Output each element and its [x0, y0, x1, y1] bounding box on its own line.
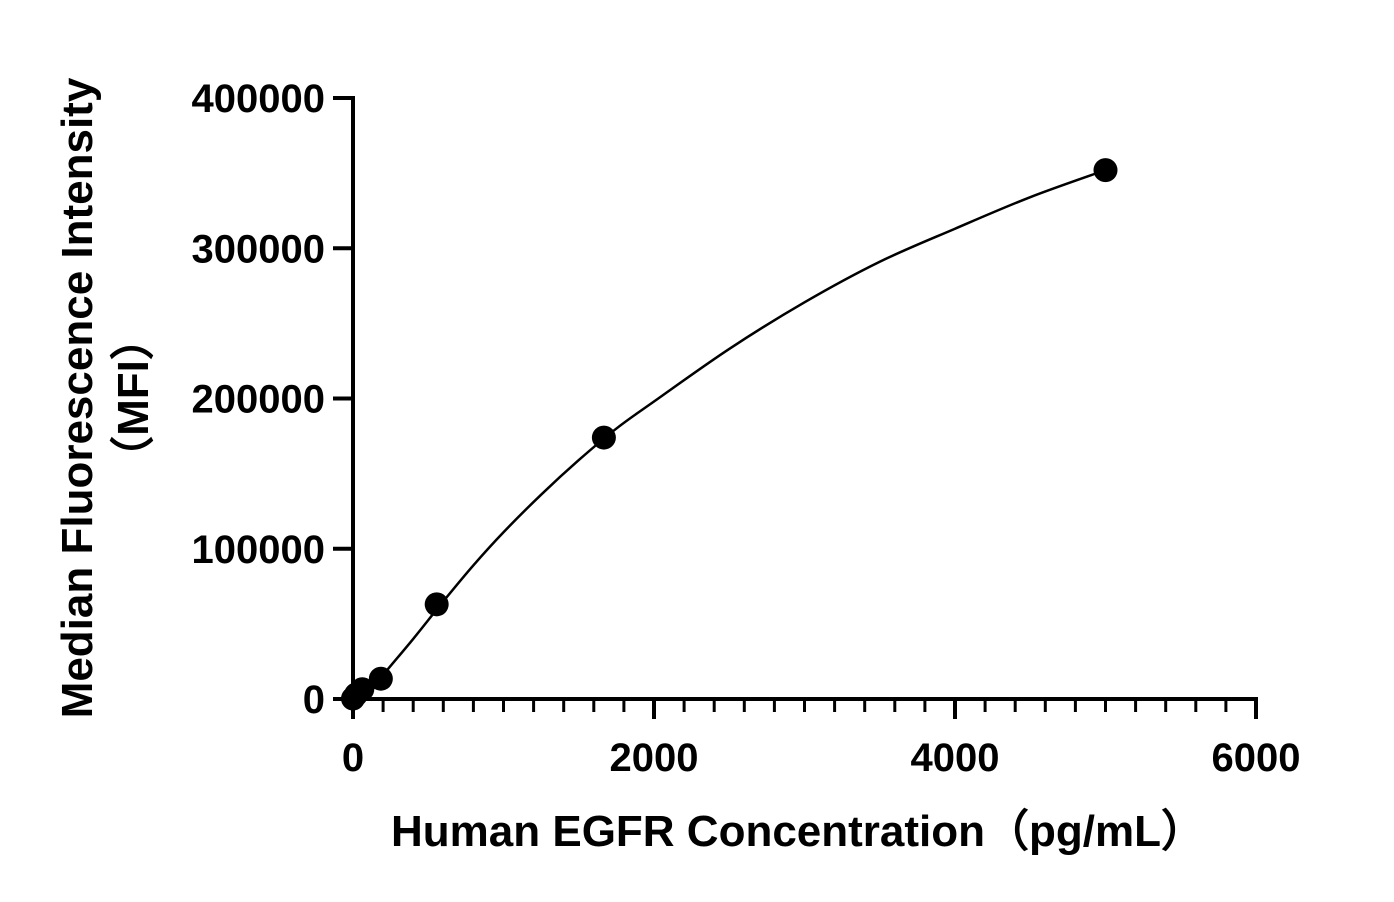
x-tick-label: 6000 [1212, 736, 1301, 780]
data-point [424, 592, 449, 617]
tick-labels-layer: 0 2000 4000 6000 0 100000 200000 300000 400000 [192, 77, 1301, 780]
data-point [591, 425, 616, 450]
x-tick-label: 4000 [911, 736, 1000, 780]
y-axis-title-line-1: Median Fluorescence Intensity [53, 77, 102, 718]
data-point [1093, 158, 1118, 183]
y-tick-label: 100000 [192, 528, 325, 572]
y-tick-label: 300000 [192, 227, 325, 271]
data-points-layer [341, 158, 1118, 711]
data-point [350, 677, 375, 702]
x-tick-label: 0 [342, 736, 364, 780]
x-tick-label: 2000 [610, 736, 699, 780]
fit-curve-layer [352, 168, 1106, 701]
fit-curve [352, 168, 1106, 701]
axes [333, 96, 1258, 719]
y-axis-title-line-2: （MFI） [109, 316, 158, 480]
y-tick-label: 0 [303, 678, 325, 722]
x-axis-title: Human EGFR Concentration（pg/mL） [391, 807, 1205, 856]
y-tick-label: 400000 [192, 77, 325, 121]
data-point [368, 666, 393, 691]
y-tick-label: 200000 [192, 378, 325, 422]
